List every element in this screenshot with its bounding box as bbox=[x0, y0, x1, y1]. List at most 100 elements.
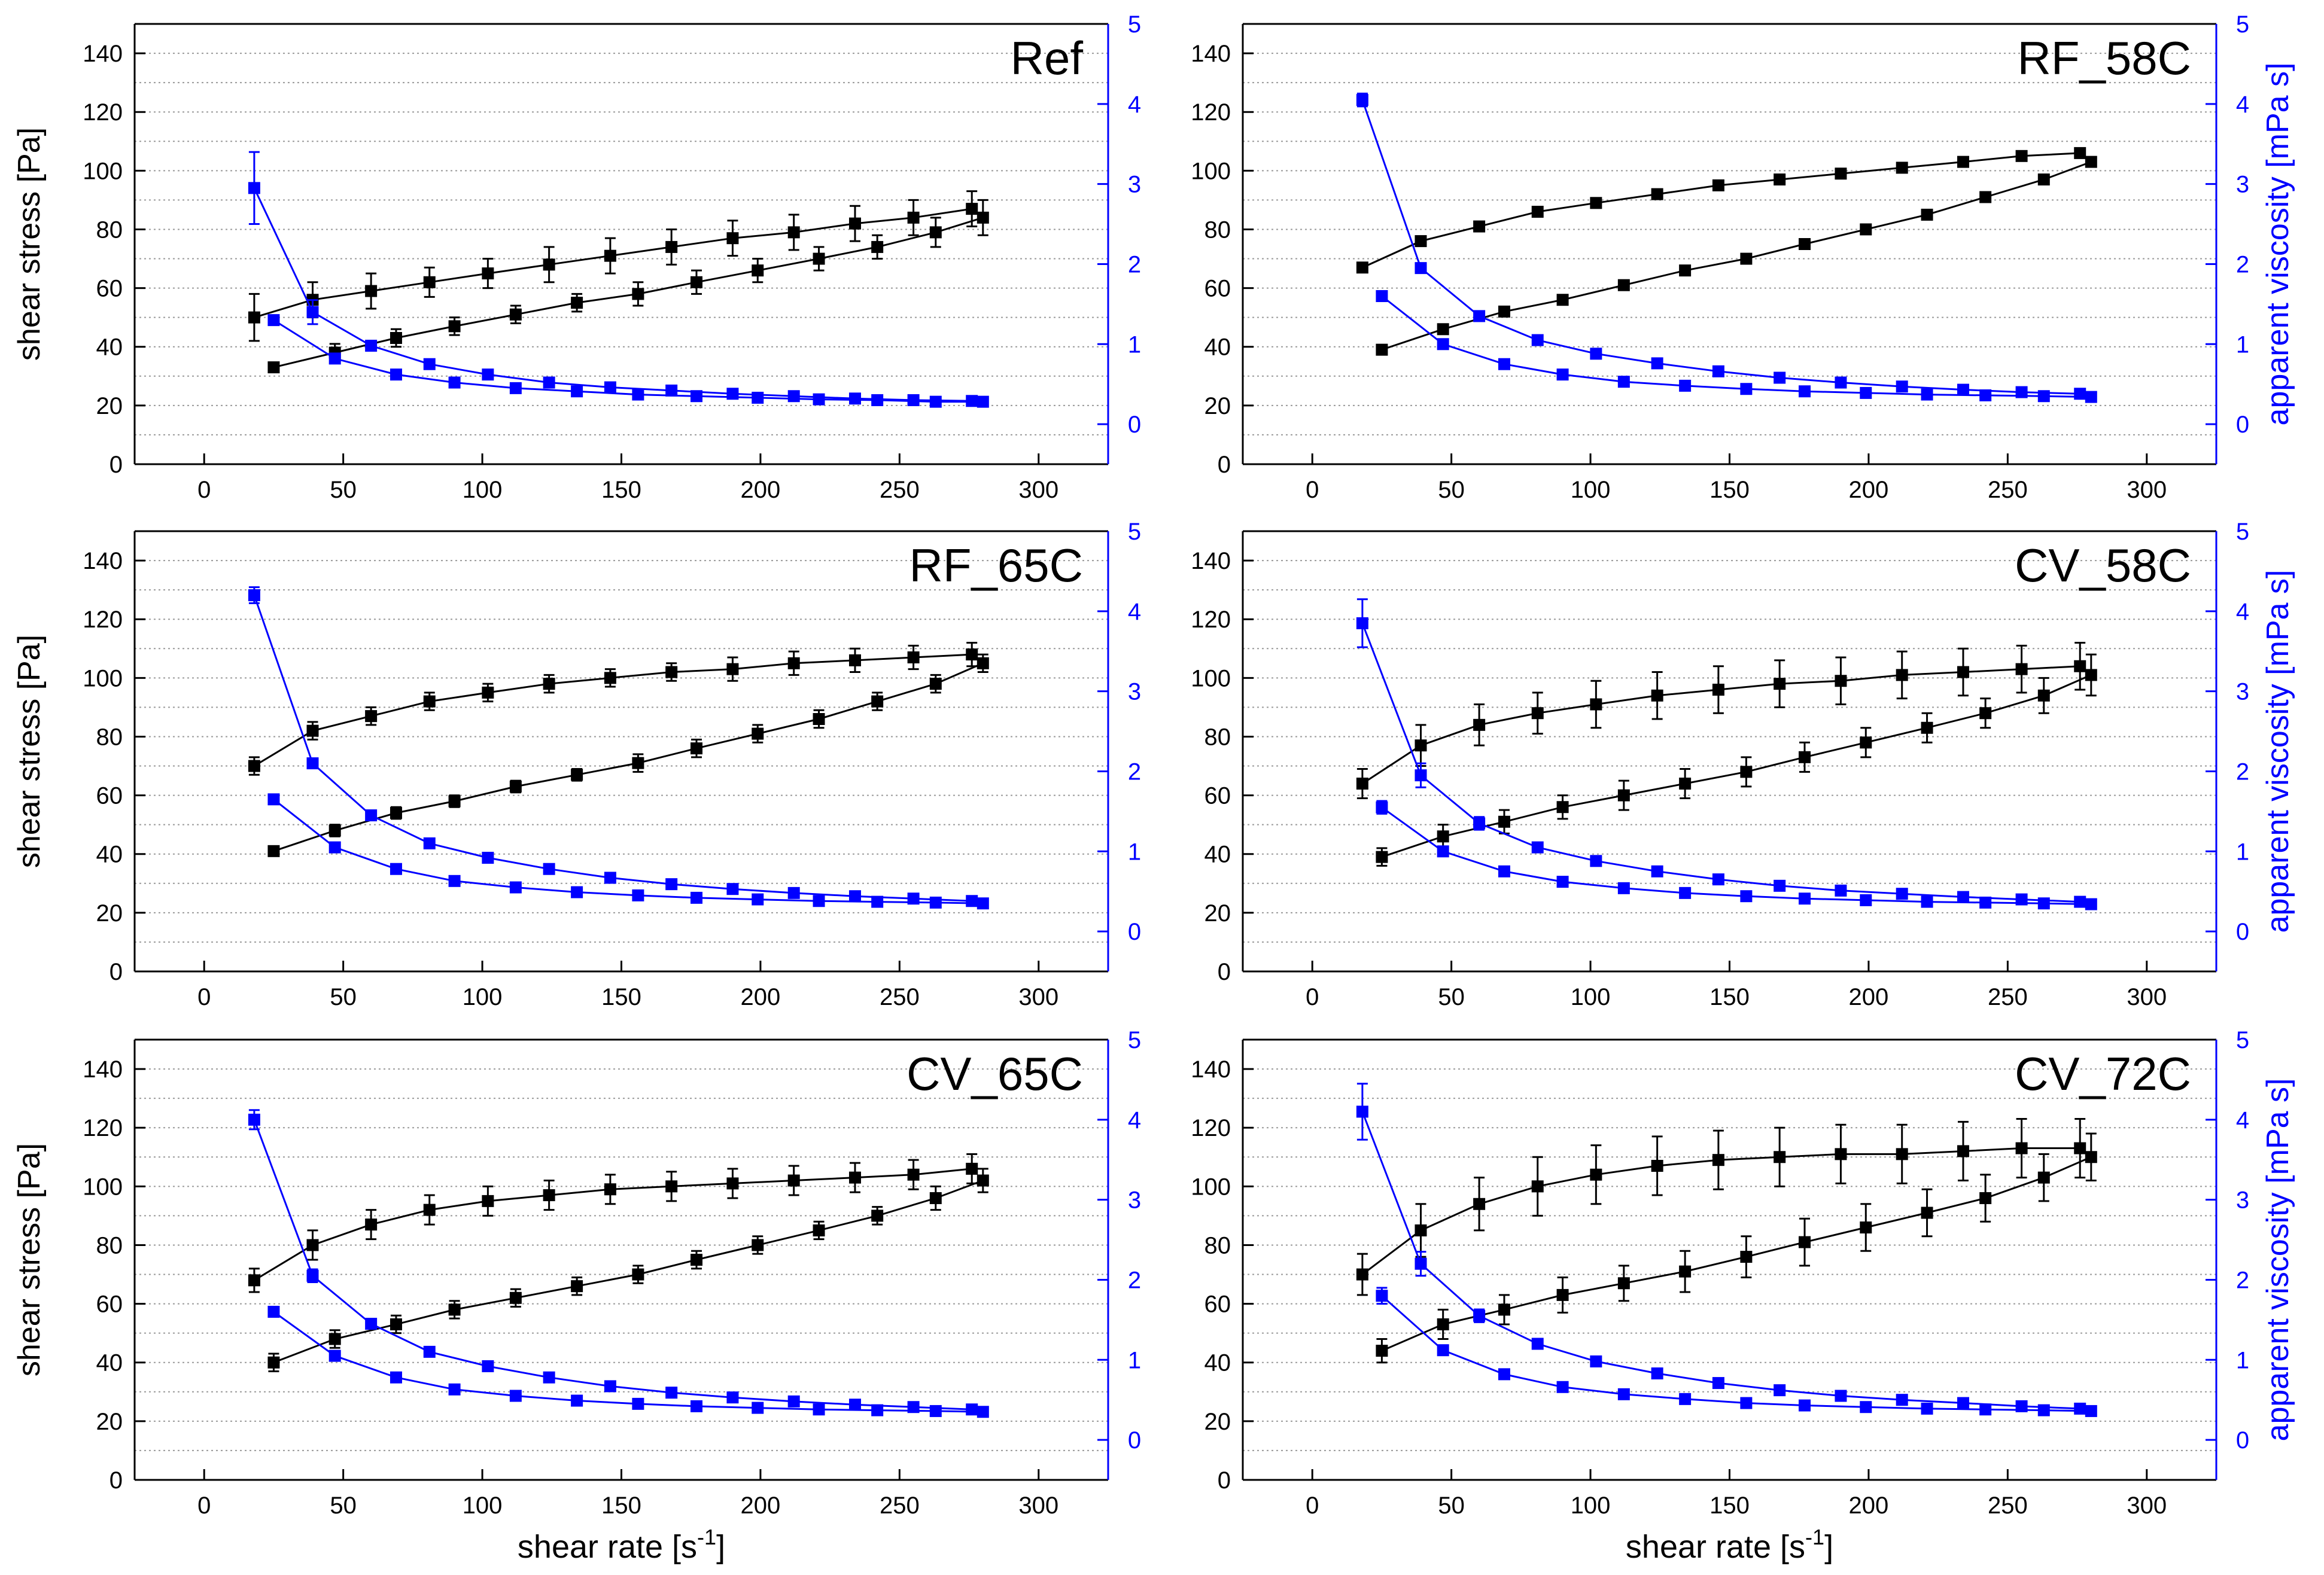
y-left-tick-label: 20 bbox=[96, 900, 123, 927]
viscosity-point bbox=[726, 883, 739, 895]
stress-point bbox=[2037, 689, 2050, 702]
x-tick-label: 0 bbox=[1306, 984, 1319, 1010]
viscosity-point bbox=[1498, 358, 1510, 370]
viscosity-point bbox=[328, 841, 341, 854]
y-right-tick-label: 3 bbox=[1128, 679, 1141, 705]
stress-point bbox=[1774, 678, 1786, 690]
y-left-tick-label: 140 bbox=[83, 41, 123, 67]
viscosity-point bbox=[1979, 896, 1992, 909]
stress-point bbox=[929, 226, 942, 239]
viscosity-point bbox=[966, 1403, 978, 1416]
viscosity-point bbox=[482, 368, 494, 381]
x-tick-label: 300 bbox=[2127, 984, 2167, 1010]
stress-point bbox=[1979, 707, 1992, 720]
viscosity-point bbox=[929, 1405, 942, 1417]
stress-point bbox=[248, 311, 260, 324]
x-tick-label: 50 bbox=[1438, 984, 1465, 1010]
stress-point bbox=[1979, 191, 1992, 203]
stress-point bbox=[1712, 179, 1724, 191]
viscosity-point bbox=[267, 1305, 280, 1318]
viscosity-point bbox=[1740, 383, 1753, 395]
viscosity-point bbox=[248, 589, 260, 602]
x-tick-label: 250 bbox=[1988, 984, 2028, 1010]
stress-point bbox=[690, 1254, 703, 1266]
stress-series-line bbox=[254, 208, 972, 319]
viscosity-point bbox=[1415, 1257, 1427, 1270]
viscosity-point bbox=[1740, 890, 1753, 903]
viscosity-point bbox=[248, 1113, 260, 1126]
viscosity-point bbox=[1356, 1105, 1368, 1118]
viscosity-point bbox=[690, 390, 703, 403]
stress-point bbox=[2085, 156, 2097, 168]
viscosity-point bbox=[1617, 882, 1630, 894]
viscosity-point bbox=[306, 306, 319, 318]
viscosity-point bbox=[1799, 385, 1811, 398]
x-tick-label: 50 bbox=[330, 1492, 357, 1519]
stress-point bbox=[1556, 1288, 1569, 1301]
stress-point bbox=[1921, 208, 1933, 221]
y-left-tick-label: 100 bbox=[83, 665, 123, 691]
y-right-tick-label: 4 bbox=[2236, 599, 2249, 625]
viscosity-point bbox=[871, 1404, 884, 1416]
stress-point bbox=[848, 654, 861, 666]
stress-point bbox=[787, 657, 800, 669]
viscosity-point bbox=[1860, 1401, 1872, 1413]
y-left-tick-label: 100 bbox=[1191, 1174, 1231, 1200]
stress-point bbox=[543, 258, 555, 271]
viscosity-point bbox=[1437, 1344, 1449, 1357]
viscosity-point bbox=[1799, 1399, 1811, 1412]
y-left-tick-label: 80 bbox=[96, 1232, 123, 1259]
viscosity-point bbox=[267, 793, 280, 806]
x-tick-label: 100 bbox=[1571, 477, 1611, 503]
stress-point bbox=[1740, 766, 1753, 778]
y-right-tick-label: 5 bbox=[2236, 519, 2249, 545]
viscosity-point bbox=[571, 1394, 583, 1407]
viscosity-point bbox=[690, 1400, 703, 1412]
y-left-tick-label: 20 bbox=[1204, 1409, 1231, 1435]
stress-point bbox=[977, 211, 989, 224]
viscosity-point bbox=[848, 392, 861, 405]
x-tick-label: 250 bbox=[1988, 477, 2028, 503]
stress-point bbox=[752, 1239, 764, 1251]
stress-point bbox=[632, 757, 644, 769]
stress-point bbox=[1835, 1148, 1847, 1160]
stress-point bbox=[1957, 156, 1969, 168]
viscosity-point bbox=[306, 1269, 319, 1282]
x-tick-label: 150 bbox=[601, 984, 641, 1010]
stress-point bbox=[1531, 707, 1544, 720]
stress-point bbox=[1799, 751, 1811, 763]
y-right-tick-label: 0 bbox=[2236, 919, 2249, 945]
y-right-tick-label: 1 bbox=[1128, 839, 1141, 865]
stress-point bbox=[1617, 279, 1630, 291]
stress-point bbox=[1896, 162, 1908, 174]
stress-point bbox=[2037, 173, 2050, 186]
viscosity-point bbox=[604, 381, 616, 394]
viscosity-point bbox=[482, 851, 494, 864]
stress-point bbox=[1473, 220, 1486, 233]
stress-series-line bbox=[254, 653, 972, 767]
y-right-tick-label: 3 bbox=[2236, 679, 2249, 705]
stress-point bbox=[1896, 669, 1908, 681]
stress-point bbox=[1376, 851, 1388, 863]
viscosity-point bbox=[2085, 391, 2097, 403]
viscosity-point bbox=[813, 393, 825, 406]
viscosity-series-line bbox=[1381, 806, 2091, 906]
y-right-tick-label: 1 bbox=[1128, 1347, 1141, 1373]
stress-point bbox=[423, 1204, 436, 1216]
stress-point bbox=[509, 1291, 522, 1304]
y-left-tick-label: 0 bbox=[109, 452, 123, 478]
stress-point bbox=[1740, 252, 1753, 265]
stress-point bbox=[848, 1171, 861, 1184]
stress-point bbox=[1437, 323, 1449, 336]
stress-point bbox=[665, 1180, 678, 1193]
viscosity-point bbox=[1979, 1403, 1992, 1416]
y-right-tick-label: 5 bbox=[2236, 11, 2249, 38]
x-tick-label: 200 bbox=[741, 1492, 781, 1519]
stress-point bbox=[1774, 173, 1786, 186]
stress-point bbox=[813, 1224, 825, 1236]
stress-point bbox=[929, 678, 942, 690]
viscosity-point bbox=[1556, 876, 1569, 888]
stress-point bbox=[482, 686, 494, 699]
